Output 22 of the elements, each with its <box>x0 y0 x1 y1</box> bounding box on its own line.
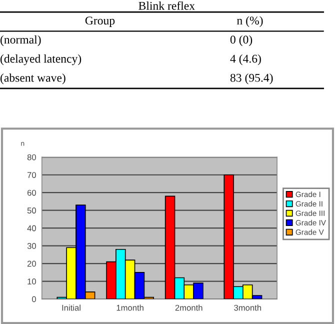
text: (delayed latency) <box>0 54 82 66</box>
y-tick-label: 70 <box>27 172 36 178</box>
y-tick-label: 80 <box>27 154 36 160</box>
text: (normal) <box>0 35 41 46</box>
text: 0 (0) <box>230 35 252 46</box>
y-tick-label: 60 <box>27 190 36 196</box>
text: 4 (4.6) <box>230 54 261 66</box>
x-tick-label: 1month <box>116 304 144 311</box>
text: n (%) <box>236 16 263 27</box>
y-tick-label: 40 <box>27 225 36 232</box>
text: Group <box>85 16 115 27</box>
x-tick-label: 2month <box>175 304 202 311</box>
x-tick-label: 3month <box>234 304 262 311</box>
y-tick-label: 10 <box>28 278 36 284</box>
y-tick-label: 30 <box>27 243 36 249</box>
y-tick-label: 20 <box>27 260 36 267</box>
x-tick-label: Initial <box>62 304 80 311</box>
text: (absent wave) <box>0 73 66 84</box>
text: 83 (95.4) <box>230 73 273 84</box>
y-tick-label: 50 <box>27 208 36 214</box>
text: Blink reflex <box>138 1 195 10</box>
y-tick-label: 0 <box>32 296 36 302</box>
